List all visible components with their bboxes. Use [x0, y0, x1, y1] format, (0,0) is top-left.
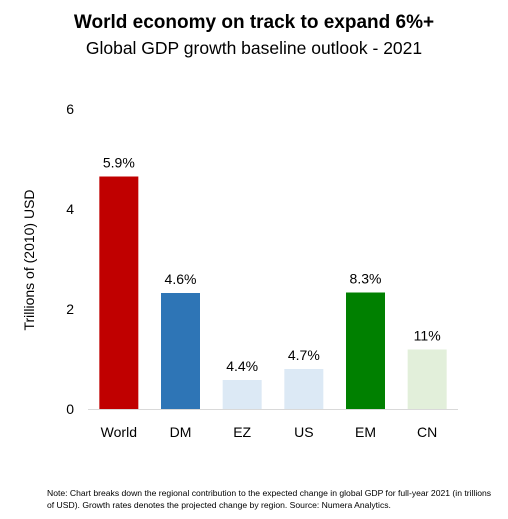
bar-dm: [161, 293, 200, 409]
chart-note: Note: Chart breaks down the regional con…: [47, 488, 492, 510]
data-label-world: 5.9%: [103, 155, 135, 171]
y-axis-label: Trillions of (2010) USD: [21, 189, 37, 330]
chart-title: World economy on track to expand 6%+: [73, 12, 435, 33]
bar-em: [346, 292, 385, 409]
data-label-dm: 4.6%: [165, 271, 197, 287]
y-tick-label: 4: [66, 201, 74, 217]
bar-ez: [222, 380, 262, 409]
data-labels: 5.9% 4.6% 4.4% 4.7% 8.3% 11%: [103, 155, 441, 375]
bars: [99, 176, 447, 409]
x-tick-label-world: World: [101, 424, 137, 440]
chart-subtitle: Global GDP growth baseline outlook - 202…: [85, 38, 423, 58]
x-axis-tick-labels: World DM EZ US EM CN: [101, 424, 438, 440]
bar-chart: 0 2 4 6 Trillions of (2010) USD 5.9% 4.6% 4.4…: [21, 101, 458, 440]
data-label-ez: 4.4%: [226, 358, 258, 374]
x-tick-label-dm: DM: [170, 424, 192, 440]
x-tick-label-us: US: [294, 424, 313, 440]
data-label-cn: 11%: [414, 328, 441, 344]
bar-cn: [407, 349, 447, 409]
y-axis-ticks: 0 2 4 6: [66, 101, 74, 417]
data-label-us: 4.7%: [288, 347, 320, 363]
bar-world: [99, 176, 139, 409]
bar-us: [284, 369, 324, 409]
y-tick-label: 0: [66, 401, 74, 417]
y-tick-label: 2: [66, 301, 74, 317]
x-tick-label-em: EM: [355, 424, 376, 440]
x-tick-label-ez: EZ: [233, 424, 251, 440]
x-tick-label-cn: CN: [417, 424, 437, 440]
y-tick-label: 6: [66, 101, 74, 117]
data-label-em: 8.3%: [350, 271, 382, 287]
